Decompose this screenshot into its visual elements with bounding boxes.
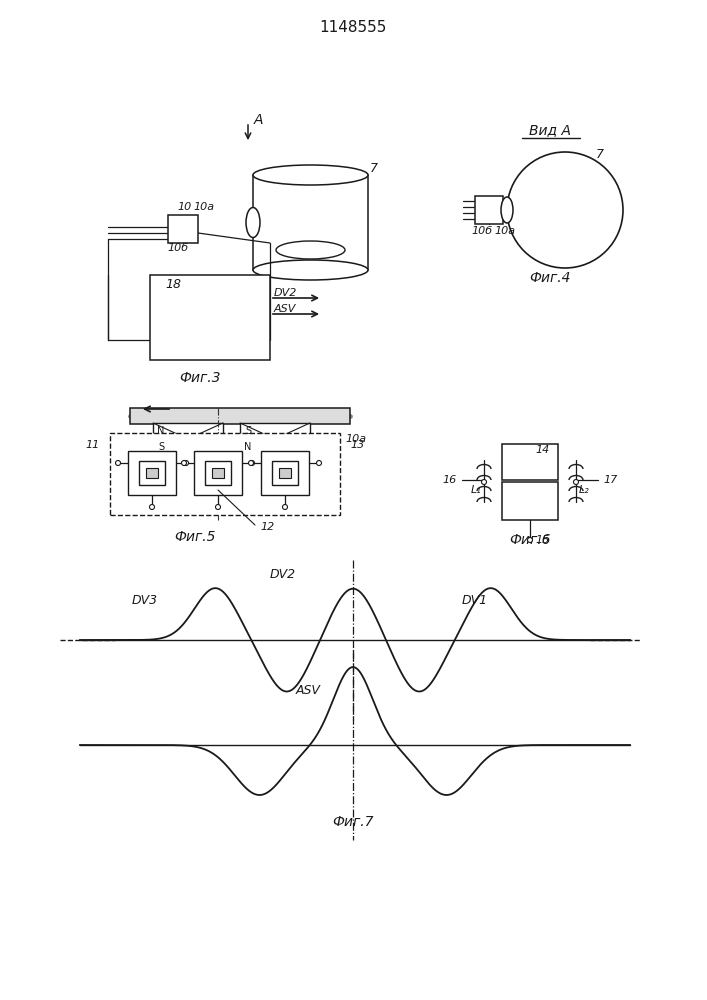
- Text: 13: 13: [350, 440, 364, 450]
- Text: DV3: DV3: [132, 593, 158, 606]
- Text: 10а: 10а: [345, 434, 366, 444]
- Bar: [475, 196, 503, 224]
- Ellipse shape: [501, 197, 513, 223]
- Text: 10а: 10а: [494, 226, 515, 236]
- Text: Фиг.3: Фиг.3: [180, 371, 221, 385]
- Bar: [212, 468, 224, 478]
- Bar: [194, 451, 242, 495]
- Text: Фиг.5: Фиг.5: [174, 530, 216, 544]
- Ellipse shape: [253, 165, 368, 185]
- Text: L₁: L₁: [471, 485, 481, 495]
- Bar: [168, 215, 198, 243]
- Text: 7: 7: [596, 148, 604, 161]
- Text: 10б: 10б: [168, 243, 189, 253]
- Circle shape: [184, 460, 189, 466]
- Text: ASV: ASV: [296, 684, 320, 696]
- Text: Фиг.6: Фиг.6: [509, 533, 551, 547]
- Text: 14: 14: [535, 445, 549, 455]
- Text: Вид А: Вид А: [529, 123, 571, 137]
- Text: 16: 16: [443, 475, 457, 485]
- Circle shape: [481, 480, 486, 485]
- Text: L₂: L₂: [578, 485, 590, 495]
- Circle shape: [115, 460, 120, 466]
- Text: 10а: 10а: [194, 202, 214, 212]
- Text: N: N: [245, 442, 252, 452]
- Bar: [502, 444, 558, 480]
- Circle shape: [216, 504, 221, 510]
- Text: 17: 17: [603, 475, 617, 485]
- Text: 12: 12: [260, 522, 274, 532]
- Text: S: S: [245, 426, 251, 436]
- Text: S: S: [158, 442, 164, 452]
- Bar: [279, 468, 291, 478]
- Text: A: A: [253, 113, 263, 127]
- Bar: [128, 451, 176, 495]
- Circle shape: [527, 538, 532, 542]
- Text: Фиг.7: Фиг.7: [332, 815, 374, 829]
- Bar: [205, 461, 231, 485]
- Circle shape: [250, 460, 255, 466]
- Text: N: N: [158, 426, 165, 436]
- Bar: [502, 482, 558, 520]
- Text: 10б: 10б: [472, 226, 493, 236]
- Text: ASV: ASV: [274, 304, 296, 314]
- Circle shape: [573, 480, 578, 485]
- Circle shape: [182, 460, 187, 466]
- Text: DV2: DV2: [270, 568, 296, 580]
- Text: DV2: DV2: [274, 288, 298, 298]
- Text: 15: 15: [535, 535, 549, 545]
- Circle shape: [507, 152, 623, 268]
- Text: 11: 11: [86, 440, 100, 450]
- Circle shape: [248, 460, 254, 466]
- Text: 7: 7: [370, 162, 378, 176]
- Bar: [272, 461, 298, 485]
- Ellipse shape: [253, 260, 368, 280]
- Text: 10: 10: [178, 202, 192, 212]
- Text: 18: 18: [165, 278, 181, 292]
- Circle shape: [317, 460, 322, 466]
- Text: Фиг.4: Фиг.4: [530, 271, 571, 285]
- Circle shape: [283, 504, 288, 510]
- Bar: [150, 275, 270, 360]
- Bar: [240, 423, 310, 455]
- Ellipse shape: [246, 208, 260, 237]
- Bar: [153, 423, 223, 455]
- Bar: [139, 461, 165, 485]
- Circle shape: [149, 504, 155, 510]
- Text: DV1: DV1: [462, 593, 488, 606]
- Bar: [110, 433, 340, 515]
- Bar: [130, 408, 350, 424]
- Text: 1148555: 1148555: [320, 20, 387, 35]
- Bar: [261, 451, 309, 495]
- Bar: [146, 468, 158, 478]
